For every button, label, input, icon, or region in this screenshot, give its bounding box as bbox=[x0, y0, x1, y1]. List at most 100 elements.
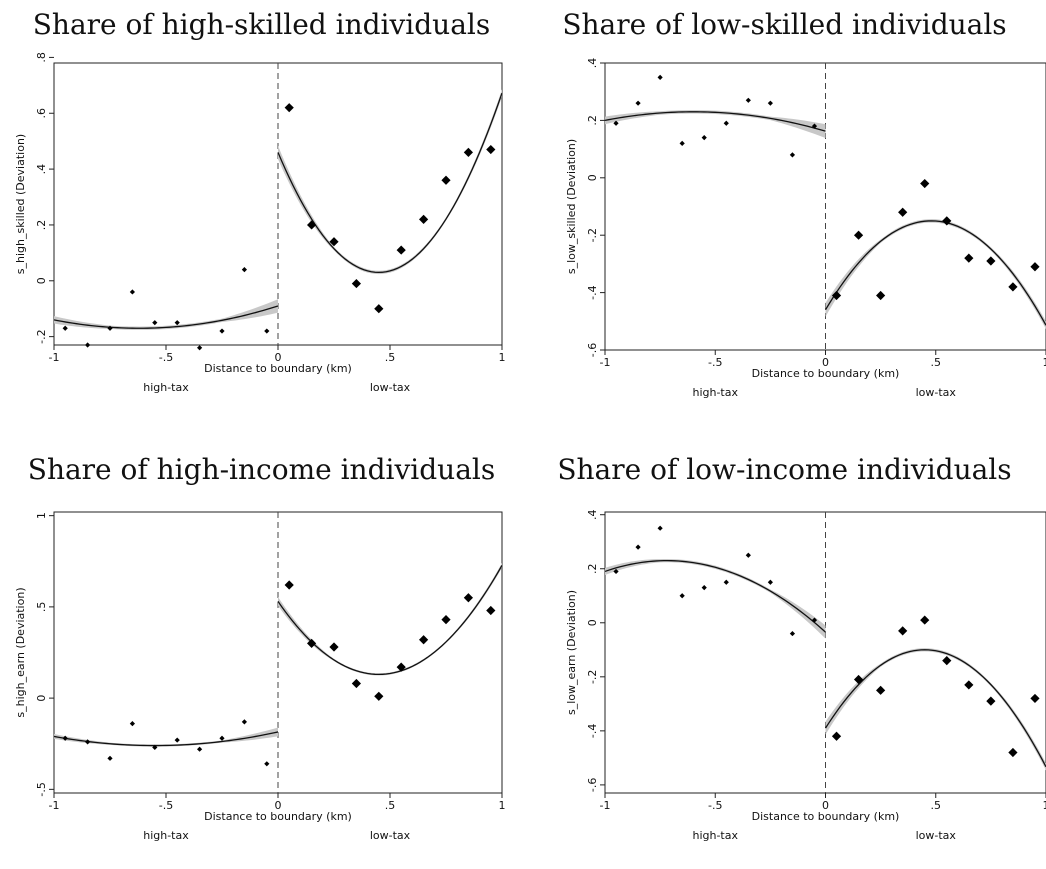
fit-left-ci-band bbox=[605, 110, 826, 138]
data-point-low-tax bbox=[920, 179, 929, 188]
data-point-high-tax bbox=[264, 761, 269, 766]
data-point-low-tax bbox=[964, 254, 973, 263]
x-tick-label: -1 bbox=[600, 799, 611, 812]
data-point-low-tax bbox=[832, 732, 841, 741]
y-tick-label: .2 bbox=[586, 115, 599, 126]
y-tick-label: -.5 bbox=[35, 782, 48, 796]
data-point-high-tax bbox=[746, 98, 751, 103]
y-tick-label: .8 bbox=[35, 52, 48, 63]
side-label-low-tax: low-tax bbox=[370, 829, 411, 842]
data-point-low-tax bbox=[329, 642, 338, 651]
data-point-low-tax bbox=[441, 615, 450, 624]
side-label-high-tax: high-tax bbox=[692, 829, 738, 842]
data-point-high-tax bbox=[790, 631, 795, 636]
y-tick-label: -.4 bbox=[586, 285, 599, 299]
fit-left-line bbox=[605, 561, 826, 632]
x-tick-label: 1 bbox=[1043, 356, 1046, 369]
fit-right-ci-band bbox=[278, 89, 502, 274]
fit-right-ci-band bbox=[278, 563, 502, 676]
data-point-low-tax bbox=[419, 215, 428, 224]
data-point-high-tax bbox=[768, 580, 773, 585]
y-tick-label: -.2 bbox=[586, 228, 599, 242]
data-point-high-tax bbox=[746, 553, 751, 558]
data-point-high-tax bbox=[635, 101, 640, 106]
data-point-low-tax bbox=[464, 148, 473, 157]
data-point-low-tax bbox=[876, 291, 885, 300]
data-point-low-tax bbox=[352, 679, 361, 688]
data-point-high-tax bbox=[702, 585, 707, 590]
fit-right-line bbox=[278, 93, 502, 272]
data-point-low-tax bbox=[441, 176, 450, 185]
data-point-high-tax bbox=[175, 737, 180, 742]
data-point-low-tax bbox=[486, 145, 495, 154]
y-tick-label: -.4 bbox=[586, 724, 599, 738]
data-point-high-tax bbox=[242, 267, 247, 272]
x-axis-label: Distance to boundary (km) bbox=[204, 362, 352, 375]
data-point-high-tax bbox=[658, 526, 663, 531]
y-tick-label: -.2 bbox=[586, 670, 599, 684]
x-tick-label: -1 bbox=[49, 799, 60, 812]
y-tick-label: 0 bbox=[586, 619, 599, 626]
y-tick-label: .4 bbox=[35, 164, 48, 175]
x-tick-label: 1 bbox=[1043, 799, 1046, 812]
data-point-low-tax bbox=[285, 580, 294, 589]
side-label-high-tax: high-tax bbox=[143, 829, 189, 842]
data-point-high-tax bbox=[680, 141, 685, 146]
y-tick-label: .2 bbox=[35, 220, 48, 231]
data-point-high-tax bbox=[107, 756, 112, 761]
data-point-low-tax bbox=[1008, 748, 1017, 757]
y-axis-label: s_low_skilled (Deviation) bbox=[565, 139, 578, 274]
x-tick-label: .5 bbox=[385, 799, 396, 812]
data-point-low-tax bbox=[964, 680, 973, 689]
x-tick-label: -1 bbox=[49, 351, 60, 364]
data-point-low-tax bbox=[920, 615, 929, 624]
fit-right-line bbox=[278, 565, 502, 674]
x-tick-label: -.5 bbox=[159, 799, 173, 812]
data-point-high-tax bbox=[242, 719, 247, 724]
x-tick-label: .5 bbox=[385, 351, 396, 364]
data-point-high-tax bbox=[63, 326, 68, 331]
y-tick-label: -.6 bbox=[586, 778, 599, 792]
x-tick-label: -1 bbox=[600, 356, 611, 369]
data-point-high-tax bbox=[724, 121, 729, 126]
data-point-high-tax bbox=[768, 101, 773, 106]
data-point-high-tax bbox=[85, 342, 90, 347]
x-tick-label: -.5 bbox=[159, 351, 173, 364]
x-axis-label: Distance to boundary (km) bbox=[752, 810, 900, 823]
x-tick-label: 1 bbox=[499, 351, 506, 364]
y-axis-label: s_low_earn (Deviation) bbox=[565, 590, 578, 715]
y-tick-label: .4 bbox=[586, 509, 599, 520]
x-axis-label: Distance to boundary (km) bbox=[752, 367, 900, 380]
data-point-low-tax bbox=[898, 208, 907, 217]
data-point-low-tax bbox=[898, 626, 907, 635]
data-point-low-tax bbox=[285, 103, 294, 112]
y-tick-label: .5 bbox=[35, 602, 48, 613]
data-point-low-tax bbox=[986, 697, 995, 706]
data-point-high-tax bbox=[175, 320, 180, 325]
side-label-high-tax: high-tax bbox=[692, 386, 738, 399]
x-tick-label: -.5 bbox=[708, 356, 722, 369]
data-point-low-tax bbox=[854, 231, 863, 240]
data-point-high-tax bbox=[219, 328, 224, 333]
y-axis-label: s_high_earn (Deviation) bbox=[14, 587, 27, 717]
data-point-high-tax bbox=[658, 75, 663, 80]
side-label-low-tax: low-tax bbox=[916, 829, 957, 842]
y-tick-label: .2 bbox=[586, 563, 599, 574]
data-point-high-tax bbox=[724, 580, 729, 585]
data-point-low-tax bbox=[986, 256, 995, 265]
data-point-high-tax bbox=[635, 545, 640, 550]
x-tick-label: -.5 bbox=[708, 799, 722, 812]
data-point-high-tax bbox=[264, 328, 269, 333]
data-point-low-tax bbox=[1030, 694, 1039, 703]
data-point-low-tax bbox=[1008, 282, 1017, 291]
data-point-low-tax bbox=[464, 593, 473, 602]
data-point-low-tax bbox=[374, 304, 383, 313]
side-label-high-tax: high-tax bbox=[143, 381, 189, 394]
data-point-high-tax bbox=[680, 593, 685, 598]
